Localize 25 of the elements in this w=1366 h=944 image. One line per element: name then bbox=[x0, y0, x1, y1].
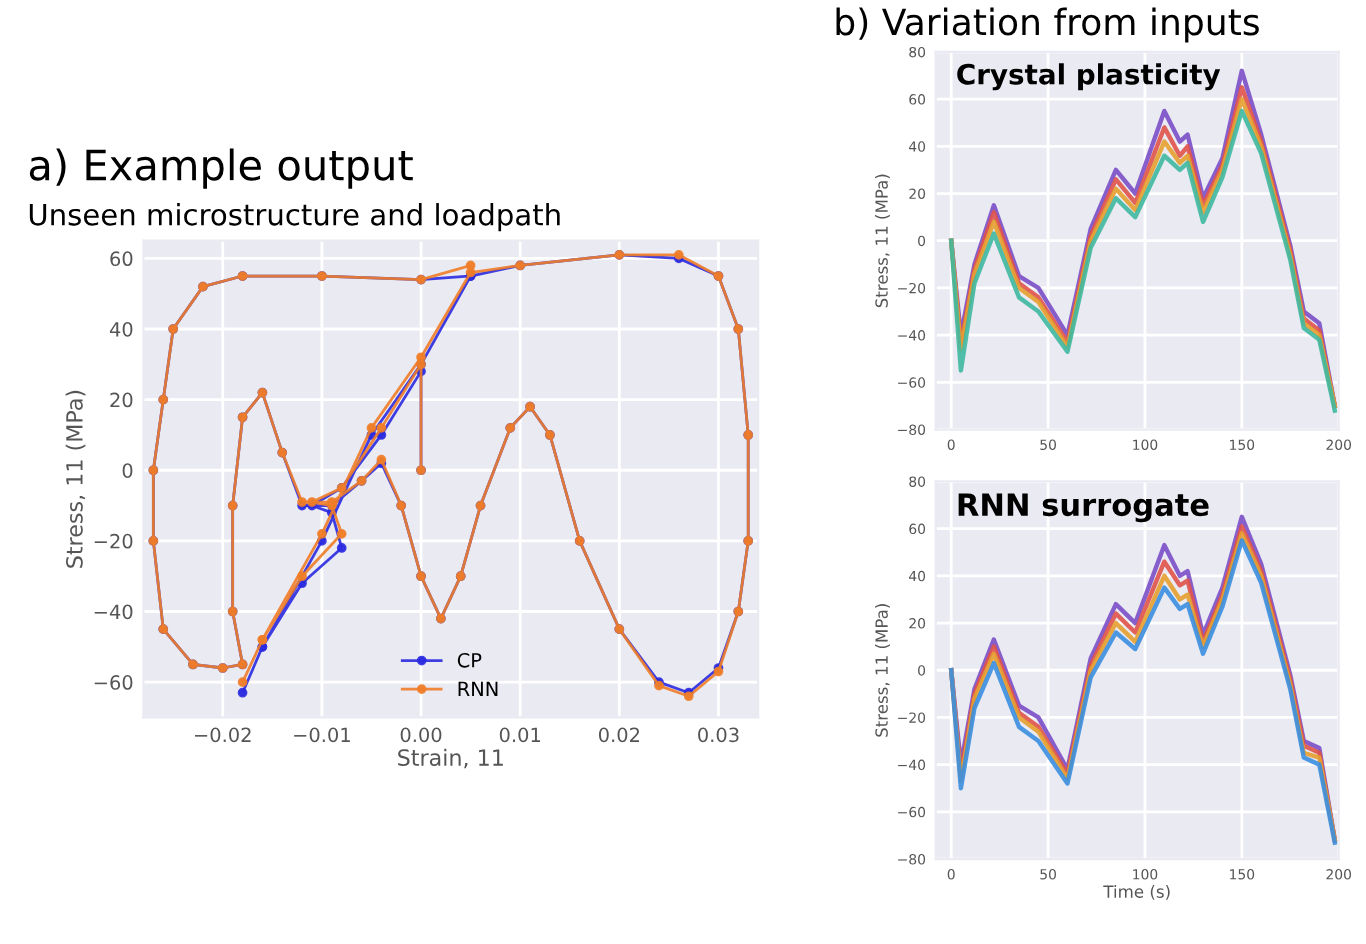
x-tick-label: 0.00 bbox=[400, 727, 442, 743]
chart-title: RNN surrogate bbox=[958, 493, 1209, 523]
chart-title: b) Variation from inputs bbox=[836, 7, 1259, 43]
legend-label: CP bbox=[457, 652, 482, 668]
x-tick-label: −0.02 bbox=[195, 727, 251, 743]
x-tick-label: 0.03 bbox=[698, 727, 739, 743]
x-tick-label: 0.02 bbox=[598, 727, 640, 743]
y-tick-label: 20 bbox=[110, 392, 133, 408]
y-tick-label: −60 bbox=[94, 675, 133, 690]
x-tick-label: −0.01 bbox=[294, 727, 350, 743]
y-tick-label: 40 bbox=[109, 321, 133, 337]
y-axis-title: Stress, 11 (MPa) bbox=[65, 390, 86, 568]
legend-label: RNN bbox=[458, 681, 498, 696]
y-tick-label: 0 bbox=[122, 463, 133, 478]
y-axis-title: Stress, 11 (MPa) bbox=[875, 604, 890, 737]
chart-title: a) Example output bbox=[29, 148, 413, 189]
y-tick-label: −20 bbox=[94, 533, 133, 549]
chart-subtitle: Crystal plasticity bbox=[957, 63, 1221, 91]
x-tick-label: 0.01 bbox=[499, 727, 541, 743]
y-tick-label: −40 bbox=[94, 604, 133, 620]
x-axis-title: Time (s) bbox=[1103, 884, 1170, 900]
chart-subtitle: Unseen microstructure and loadpath bbox=[29, 203, 560, 232]
x-axis-title: Strain, 11 bbox=[398, 748, 503, 769]
y-tick-label: 60 bbox=[110, 251, 133, 267]
y-axis-title: Stress, 11 (MPa) bbox=[875, 174, 890, 308]
